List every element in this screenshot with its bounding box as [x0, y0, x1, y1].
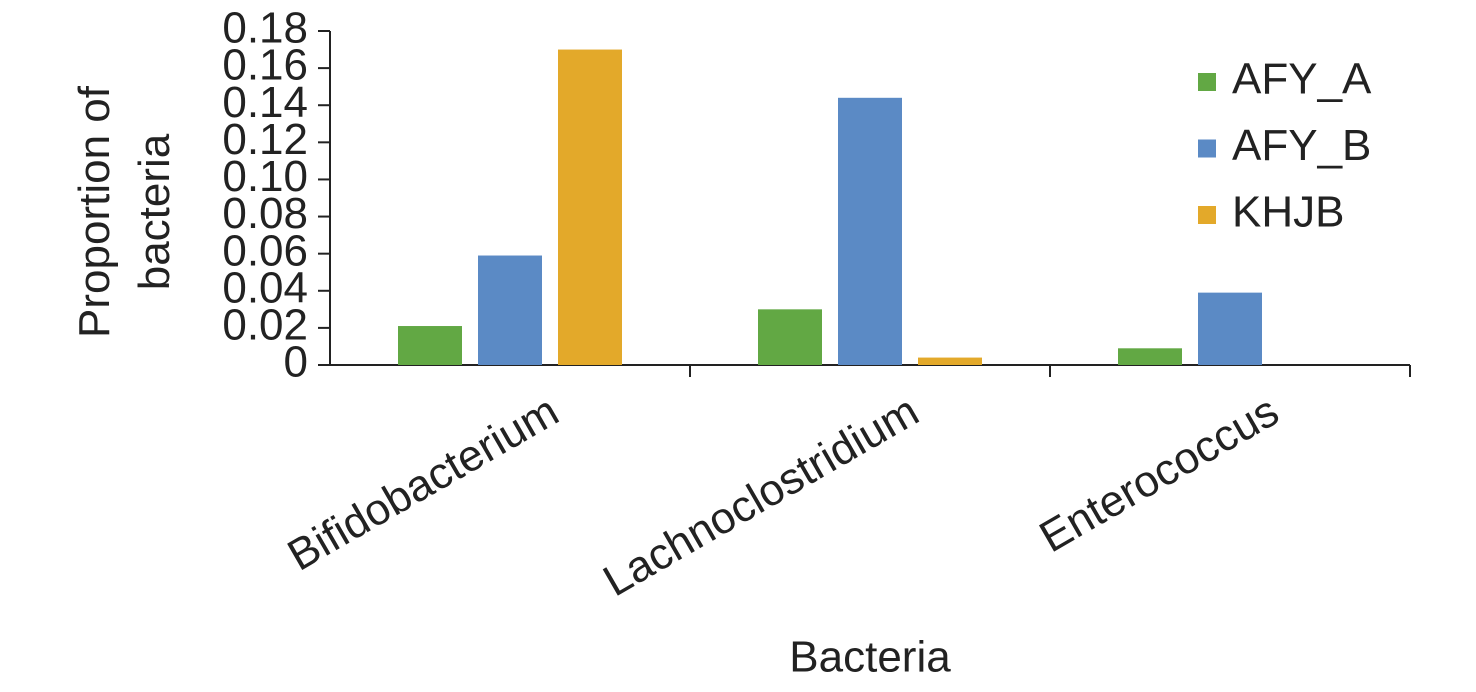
bar: [1198, 292, 1262, 365]
bar: [398, 326, 462, 365]
y-tick-label: 0.10: [222, 152, 308, 201]
y-tick-label: 0.04: [222, 263, 308, 312]
y-axis-label: Proportion of bacteria: [70, 86, 179, 338]
y-tick-label: 0.06: [222, 226, 308, 275]
bar: [1118, 348, 1182, 365]
legend-swatch: [1198, 73, 1216, 91]
y-tick-label: 0.12: [222, 115, 308, 164]
y-tick-label: 0.14: [222, 78, 308, 127]
legend-label: KHJB: [1232, 188, 1344, 237]
legend-swatch: [1198, 206, 1216, 224]
legend-swatch: [1198, 139, 1216, 158]
legend-label: AFY_A: [1232, 55, 1372, 104]
bar: [838, 97, 902, 366]
y-tick-label: 0.02: [222, 301, 308, 350]
x-axis-label: Bacteria: [789, 633, 951, 682]
bar: [918, 357, 982, 365]
x-tick-label: Bifidobacterium: [280, 386, 567, 580]
x-tick-label: Lachnoclostridium: [595, 386, 927, 606]
y-tick-label: 0.18: [222, 4, 308, 53]
y-tick-label: 0: [284, 338, 308, 387]
bar: [558, 49, 622, 366]
bar: [758, 309, 822, 365]
y-tick-label: 0.16: [222, 41, 308, 90]
y-tick-label: 0.08: [222, 189, 308, 238]
bar: [478, 255, 542, 365]
legend-label: AFY_B: [1232, 121, 1371, 170]
x-tick-label: Enterococcus: [1031, 386, 1286, 562]
